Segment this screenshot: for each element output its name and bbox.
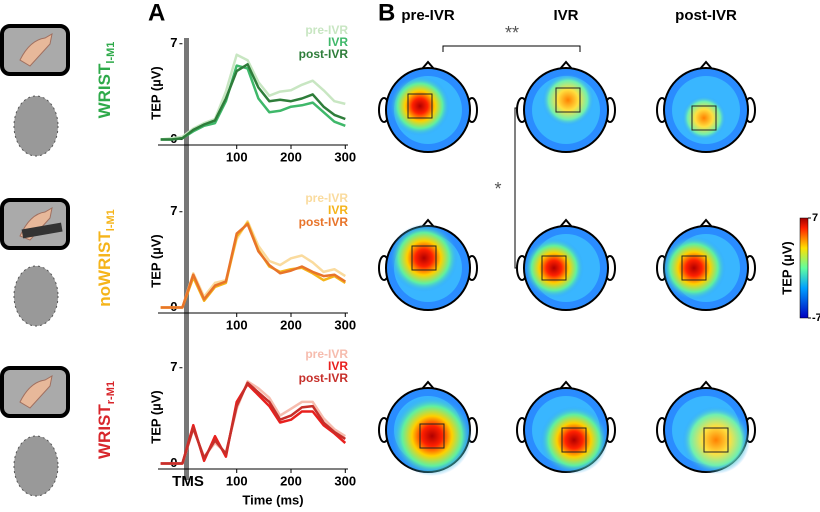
series-line <box>160 222 346 309</box>
legend-entry: pre-IVR <box>305 347 348 361</box>
topoplot <box>656 60 756 153</box>
condition-name: noWRIST <box>95 231 114 307</box>
topoplot <box>378 380 478 476</box>
roi <box>419 423 445 449</box>
y-axis-label: TEP (µV) <box>148 66 163 119</box>
legend-entry: IVR <box>328 203 348 217</box>
topoplot <box>656 218 756 311</box>
significance: * <box>494 179 501 199</box>
topoplot <box>516 380 616 474</box>
hotspot <box>540 406 608 474</box>
colorbar-tick-label: 7 <box>812 212 818 224</box>
series-line <box>160 381 346 465</box>
condition-name: WRIST <box>95 404 114 459</box>
hotspot <box>524 238 584 298</box>
x-tick-label: 300 <box>334 473 356 488</box>
condition-subscript: l-M1 <box>105 42 117 64</box>
y-axis-label: TEP (µV) <box>148 234 163 287</box>
roi <box>561 427 587 453</box>
colorbar <box>799 217 809 319</box>
legend-entry: post-IVR <box>299 371 349 385</box>
x-tick-label: 100 <box>226 317 248 332</box>
x-tick-label: 200 <box>280 317 302 332</box>
roi <box>541 255 567 281</box>
condition-label: WRISTl-M1 <box>95 42 116 119</box>
hotspot <box>542 74 594 126</box>
legend-entry: post-IVR <box>299 47 349 61</box>
hotspot <box>662 236 726 300</box>
column-header: IVR <box>553 7 578 24</box>
condition-label: WRISTr-M1 <box>95 381 116 459</box>
legend-entry: pre-IVR <box>305 23 348 37</box>
hotspot <box>392 396 472 476</box>
hotspot <box>682 96 726 140</box>
roi <box>703 427 729 453</box>
colorbar-tick-label: -7 <box>812 312 820 324</box>
hotspot <box>682 406 750 474</box>
condition-name: WRIST <box>95 63 114 118</box>
bracket <box>514 107 520 269</box>
column-header: pre-IVR <box>401 7 455 24</box>
column-header: post-IVR <box>675 7 737 24</box>
x-tick-label: 100 <box>226 473 248 488</box>
topoplot <box>378 60 478 153</box>
panel-label: B <box>378 0 395 26</box>
hotspot <box>390 224 458 292</box>
condition-subscript: l-M1 <box>105 209 117 231</box>
topoplot <box>516 218 616 311</box>
condition-label: noWRISTl-M1 <box>95 209 116 307</box>
tms-bar <box>184 38 189 480</box>
roi <box>691 105 717 131</box>
tms-label: TMS <box>172 473 204 490</box>
x-tick-label: 200 <box>280 149 302 164</box>
x-tick-label: 200 <box>280 473 302 488</box>
y-axis-label: TEP (µV) <box>148 390 163 443</box>
x-tick-label: 300 <box>334 149 356 164</box>
roi <box>411 245 437 271</box>
roi <box>407 93 433 119</box>
roi <box>681 255 707 281</box>
colorbar-label: TEP (µV) <box>779 241 794 294</box>
icons <box>0 24 70 497</box>
legend-entry: pre-IVR <box>305 191 348 205</box>
legend-entry: IVR <box>328 359 348 373</box>
topoplot <box>656 380 756 474</box>
y-tick-label: 7 <box>170 35 177 50</box>
y-tick-label: 7 <box>170 203 177 218</box>
series-line <box>160 63 346 141</box>
condition-subscript: r-M1 <box>105 381 117 404</box>
bracket <box>442 45 581 52</box>
y-tick-label: 7 <box>170 359 177 374</box>
legend-entry: IVR <box>328 35 348 49</box>
x-tick-label: 300 <box>334 317 356 332</box>
hotspot <box>390 76 450 136</box>
panel-label: A <box>148 0 165 26</box>
x-axis-label: Time (ms) <box>242 492 303 507</box>
topoplot <box>378 218 478 311</box>
legend-entry: post-IVR <box>299 215 349 229</box>
topoplot <box>516 60 616 153</box>
x-tick-label: 100 <box>226 149 248 164</box>
significance: ** <box>505 23 519 43</box>
roi <box>555 87 581 113</box>
